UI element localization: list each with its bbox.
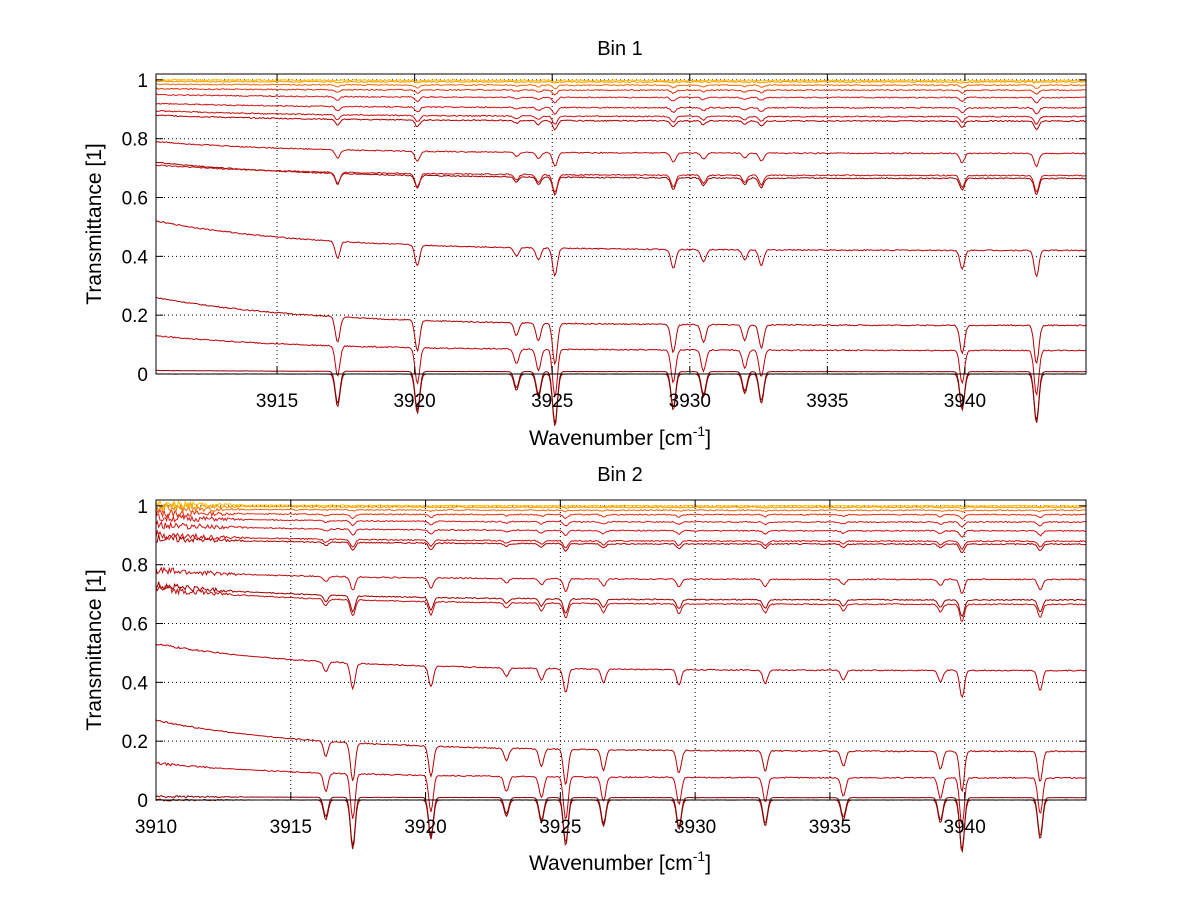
bin-2-series-line-10 <box>155 529 1087 550</box>
bin-2-series-line-3 <box>155 761 1087 827</box>
bin-1-panel: Bin 1 3915 3920 3925 3930 3935 3940 0 0.2 0.4 0.… <box>83 38 1087 450</box>
bin-2-series-line-11 <box>155 519 1087 538</box>
bin-1-y-tick-label: 0 <box>137 365 148 386</box>
bin-1-series-line-3 <box>155 335 1087 399</box>
bin-1-x-tick-label: 3920 <box>393 391 435 412</box>
bin-2-series-line-9 <box>155 534 1086 554</box>
bin-2-title: Bin 2 <box>597 464 643 486</box>
bin-2-series-line-13 <box>155 508 1087 520</box>
bin-1-series-line-15 <box>155 80 1087 84</box>
bin-2-x-tick-label: 3930 <box>674 817 716 838</box>
bin-1-axes-frame <box>155 73 1087 375</box>
bin-1-x-axis-label-main: Wavenumber [cm <box>529 427 693 450</box>
bin-1-series-line-16 <box>155 78 1087 83</box>
bin-1-series-line-5 <box>155 220 1087 278</box>
bin-2-x-tick-label: 3935 <box>809 817 851 838</box>
bin-2-x-tick-label: 3925 <box>539 817 581 838</box>
bin-2-series-line-6 <box>155 581 1087 618</box>
bin-1-x-tick-label: 3915 <box>256 391 298 412</box>
bin-1-title: Bin 1 <box>597 38 643 60</box>
bin-1-series-group <box>155 78 1087 426</box>
bin-2-x-axis-label: Wavenumber [cm-1] <box>529 848 711 875</box>
bin-2-y-axis-label: Transmittance [1] <box>83 569 106 730</box>
bin-1-y-ticks: 0 0.2 0.4 0.6 0.8 1 <box>122 71 1086 386</box>
bin-2-series-line-5 <box>155 643 1087 699</box>
bin-1-series-line-11 <box>155 102 1087 115</box>
bin-2-series-group <box>155 499 1087 854</box>
bin-2-y-tick-label: 1 <box>137 497 148 518</box>
bin-2-y-ticks: 0 0.2 0.4 0.6 0.8 1 <box>122 497 1086 812</box>
bin-2-axes-frame <box>155 499 1087 801</box>
bin-2-series-line-12 <box>155 513 1087 528</box>
bin-1-y-axis-label: Transmittance [1] <box>83 143 106 304</box>
bin-2-series-line-16 <box>155 499 1087 510</box>
bin-2-x-axis-label-main: Wavenumber [cm <box>529 852 693 875</box>
bin-2-x-tick-label: 3920 <box>404 817 446 838</box>
bin-2-y-tick-label: 0.2 <box>122 732 148 753</box>
bin-2-panel: Bin 2 3910 3915 3920 3925 3930 3935 3940 00.20… <box>83 464 1087 875</box>
bin-1-y-tick-label: 0.4 <box>122 247 149 268</box>
bin-1-series-line-9 <box>155 114 1087 131</box>
bin-1-series-line-2 <box>155 369 1086 423</box>
bin-2-y-tick-label: 0.8 <box>122 556 148 577</box>
bin-1-series-line-13 <box>155 87 1087 96</box>
bin-1-series-line-10 <box>155 109 1087 125</box>
bin-2-series-line-14 <box>155 504 1087 514</box>
bin-2-x-axis-label-end: ] <box>705 852 711 875</box>
bin-1-grid <box>156 74 1086 374</box>
bin-1-series-line-8 <box>155 141 1087 168</box>
bin-1-x-tick-label: 3925 <box>531 391 573 412</box>
bin-2-series-line-15 <box>155 500 1087 511</box>
bin-1-x-tick-label: 3930 <box>669 391 711 412</box>
bin-1-series-line-12 <box>155 93 1086 104</box>
bin-1-x-tick-label: 3940 <box>944 391 986 412</box>
bin-1-y-tick-label: 1 <box>137 71 148 92</box>
bin-2-y-tick-label: 0 <box>137 791 148 812</box>
bin-2-series-line-7 <box>155 584 1087 622</box>
bin-1-series-line-7 <box>156 164 1086 193</box>
bin-1-y-tick-label: 0.2 <box>122 306 148 327</box>
bin-2-y-tick-label: 0.4 <box>122 673 149 694</box>
bin-2-series-line-2 <box>155 795 1087 851</box>
bin-2-y-tick-label: 0.6 <box>122 615 148 636</box>
bin-1-plot-area <box>156 74 1086 374</box>
bin-2-x-tick-label: 3915 <box>270 817 312 838</box>
bin-2-plot-area <box>156 500 1086 800</box>
bin-2-series-line-8 <box>155 566 1087 595</box>
bin-1-x-ticks: 3915 3920 3925 3930 3935 3940 <box>256 74 986 412</box>
bin-2-x-tick-label: 3910 <box>135 817 177 838</box>
bin-2-x-axis-label-sup: -1 <box>693 848 706 864</box>
bin-1-y-tick-label: 0.8 <box>122 130 148 151</box>
bin-1-x-axis-label-sup: -1 <box>693 423 706 439</box>
bin-2-x-tick-label: 3940 <box>944 817 986 838</box>
bin-1-series-line-14 <box>155 83 1087 90</box>
bin-2-x-ticks: 3910 3915 3920 3925 3930 3935 3940 <box>135 500 986 838</box>
bin-1-x-tick-label: 3935 <box>806 391 848 412</box>
bin-1-x-axis-label-end: ] <box>705 427 711 450</box>
bin-1-y-tick-label: 0.6 <box>122 189 148 210</box>
bin-1-x-axis-label: Wavenumber [cm-1] <box>529 423 711 450</box>
bin-2-series-line-4 <box>155 719 1086 793</box>
bin-1-series-line-4 <box>155 296 1087 366</box>
